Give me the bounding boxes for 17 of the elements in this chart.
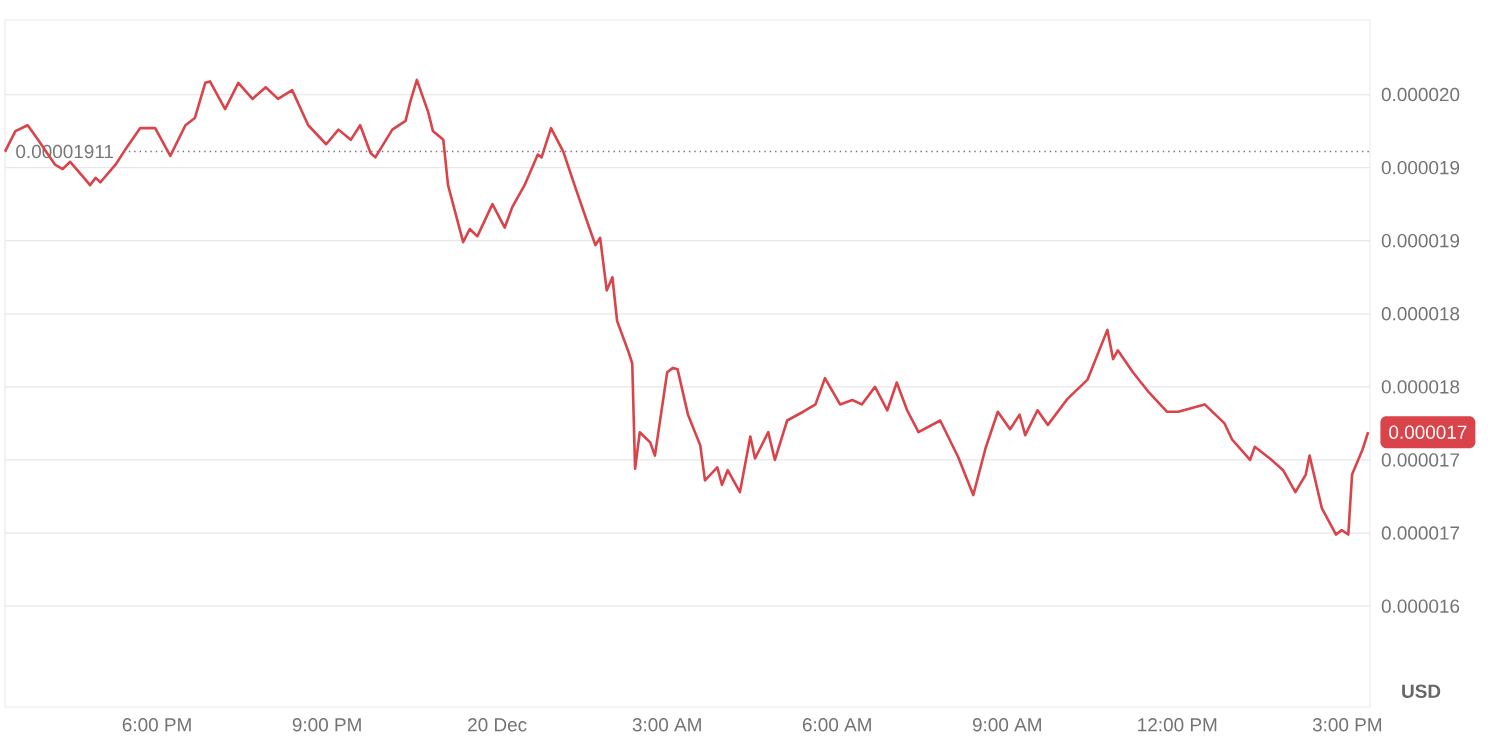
y-tick-label: 0.000017 xyxy=(1381,453,1460,467)
y-tick-label: 0.000016 xyxy=(1381,599,1460,613)
x-tick-label: 6:00 AM xyxy=(802,718,871,732)
x-tick-label: 12:00 PM xyxy=(1138,718,1217,732)
x-tick-label: 20 Dec xyxy=(468,718,527,732)
x-tick-label: 3:00 AM xyxy=(632,718,701,732)
x-tick-label: 9:00 AM xyxy=(972,718,1041,732)
text: USD xyxy=(1402,684,1441,698)
y-tick-label: 0.000019 xyxy=(1381,160,1460,175)
y-tick-label: 0.000018 xyxy=(1381,380,1460,394)
x-tick-label: 3:00 PM xyxy=(1312,718,1382,732)
y-tick-label: 0.000018 xyxy=(1381,307,1460,321)
y-tick-label: 0.000017 xyxy=(1381,526,1460,540)
x-tick-label: 6:00 PM xyxy=(122,718,191,732)
y-tick-label: 0.000019 xyxy=(1381,234,1460,248)
y-tick-label: 0.000020 xyxy=(1381,87,1460,102)
x-tick-label: 9:00 PM xyxy=(292,718,361,732)
